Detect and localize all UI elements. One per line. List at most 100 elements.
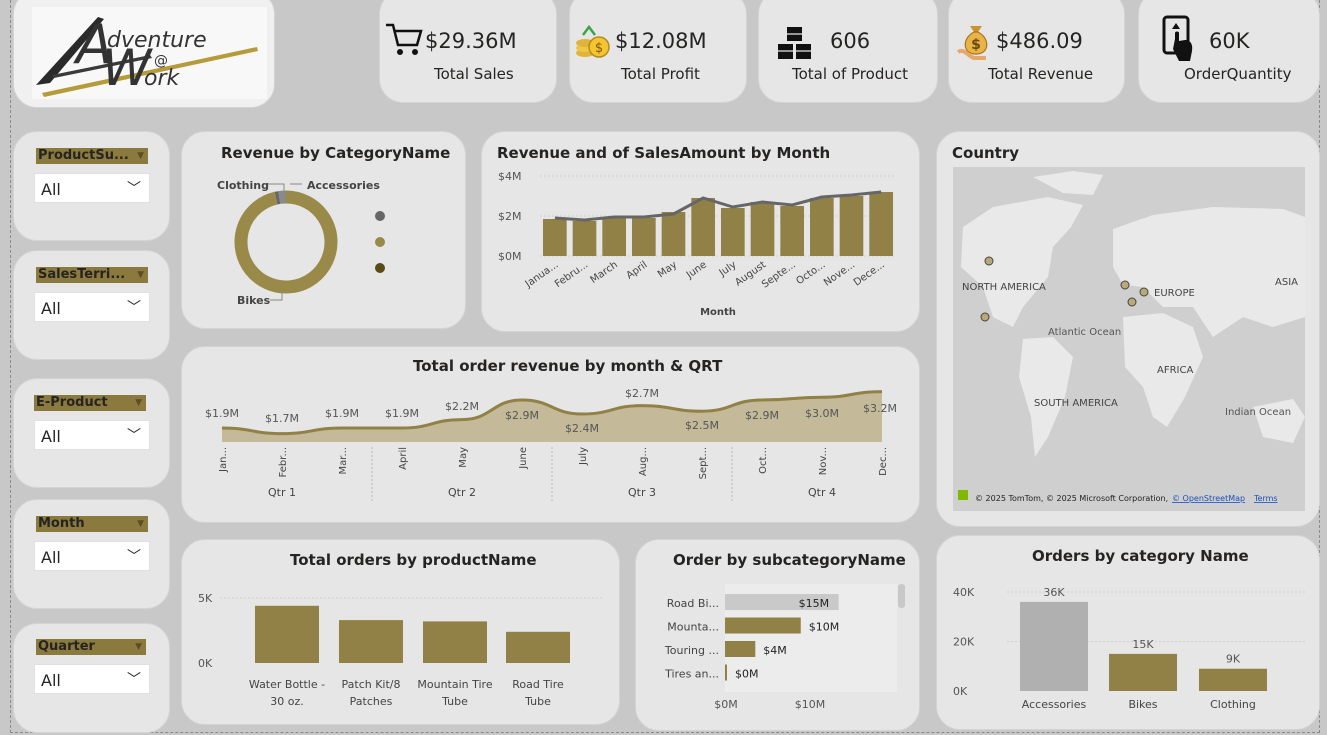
osm-link[interactable]: © OpenStreetMap — [1172, 494, 1245, 503]
x-tick: Jan... — [218, 447, 229, 473]
chevron-down-icon: ▼ — [137, 151, 144, 161]
map-label: ASIA — [1275, 277, 1298, 288]
map-point[interactable] — [984, 256, 994, 266]
chart-title: Country — [952, 144, 1020, 162]
products-chart-card: Total orders by productName 5K 0K Water Bo… — [181, 539, 620, 725]
x-tick: Mar... — [338, 447, 349, 475]
chevron-down-icon: ▼ — [137, 519, 144, 529]
kpi-label: Total of Product — [792, 65, 908, 83]
x-tick: 30 oz. — [270, 695, 304, 708]
data-label: $1.9M — [205, 407, 239, 420]
slicer-dropdown[interactable]: All ﹀ — [34, 420, 150, 450]
x-tick: Mountain Tire — [417, 678, 492, 691]
y-tick: $0M — [498, 250, 522, 263]
x-tick: Road Tire — [512, 678, 564, 691]
chevron-down-icon: ﹀ — [127, 549, 141, 565]
x-tick: May — [656, 259, 679, 280]
chart-title: Revenue and of SalesAmount by Month — [497, 144, 831, 162]
svg-text:dventure: dventure — [107, 28, 207, 53]
data-label: 36K — [1043, 586, 1065, 599]
kpi-label: Total Profit — [621, 65, 700, 83]
svg-text:W: W — [102, 39, 153, 97]
y-tick: Touring ... — [664, 644, 719, 657]
map-point[interactable] — [980, 312, 990, 322]
map-label: Atlantic Ocean — [1048, 327, 1121, 338]
slicer-value: All — [41, 671, 61, 690]
world-map[interactable]: NORTH AMERICA EUROPE ASIA Atlantic Ocean… — [953, 167, 1305, 511]
phone-tap-icon — [1162, 15, 1193, 61]
map-label: SOUTH AMERICA — [1034, 398, 1118, 409]
subcategory-bar-chart: Road Bi... $15M Mounta... $10M Touring ... $4… — [664, 584, 905, 711]
kpi-card-order-quantity: 60K OrderQuantity — [1138, 0, 1320, 103]
donut-slice — [234, 190, 338, 294]
slicer-dropdown[interactable]: All ﹀ — [34, 541, 150, 571]
map-label: EUROPE — [1154, 288, 1195, 299]
x-tick: May — [458, 447, 469, 468]
logo-card: A dventure @ W ork — [13, 0, 275, 108]
x-tick: July — [717, 259, 739, 279]
bar — [750, 202, 775, 256]
map-label: AFRICA — [1157, 365, 1193, 376]
slicer-value: All — [41, 299, 61, 318]
bar — [339, 620, 403, 663]
x-tick: Dece... — [852, 259, 887, 288]
slicer-product-subcategory[interactable]: ProductSu... ▼ All ﹀ — [13, 131, 170, 241]
money-bag-icon: $ — [956, 26, 988, 60]
map-label: Indian Ocean — [1225, 407, 1291, 418]
data-label: $15M — [799, 597, 830, 610]
category-chart-card: Orders by category Name 40K 20K 0K 36K Acces… — [936, 535, 1320, 730]
x-tick: April — [398, 447, 409, 470]
slicer-e-product[interactable]: E-Product ▼ All ﹀ — [13, 378, 170, 488]
slice-label: Bikes — [237, 294, 271, 307]
data-label: $3.0M — [805, 407, 839, 420]
terms-link[interactable]: Terms — [1253, 494, 1278, 503]
donut-slice — [274, 191, 281, 205]
map-point[interactable] — [1120, 280, 1130, 290]
svg-text:ork: ork — [144, 66, 181, 91]
x-tick: Tube — [524, 695, 551, 708]
leader-line — [270, 290, 283, 301]
x-tick: Febr... — [278, 447, 289, 477]
bar — [572, 221, 597, 256]
x-tick: April — [625, 259, 650, 281]
x-tick: March — [589, 259, 620, 285]
x-tick: July — [578, 447, 589, 466]
kpi-value: 606 — [830, 29, 871, 53]
data-label: $2.9M — [745, 409, 779, 422]
x-tick: $0M — [714, 698, 738, 711]
slicer-dropdown[interactable]: All ﹀ — [34, 664, 150, 694]
bar — [543, 219, 567, 256]
kpi-card-total-profit: $ $12.08M Total Profit — [569, 0, 747, 103]
map-point[interactable] — [1139, 287, 1149, 297]
x-tick: Bikes — [1128, 698, 1157, 711]
data-label: $2.4M — [565, 422, 599, 435]
slicer-quarter[interactable]: Quarter ▼ All ﹀ — [13, 623, 170, 733]
y-tick: $2M — [498, 210, 522, 223]
slicer-title: ProductSu... ▼ — [36, 148, 148, 164]
data-label: $0M — [735, 668, 759, 681]
slicer-month[interactable]: Month ▼ All ﹀ — [13, 499, 170, 609]
slicer-dropdown[interactable]: All ﹀ — [34, 292, 150, 322]
data-label: $1.9M — [385, 407, 419, 420]
data-label: $10M — [809, 621, 840, 634]
chart-title: Total orders by productName — [290, 551, 537, 569]
chevron-down-icon: ▼ — [135, 398, 142, 408]
kpi-label: OrderQuantity — [1184, 65, 1292, 83]
leader-line — [268, 183, 302, 192]
chart-title: Order by subcategoryName — [673, 551, 906, 569]
bar — [725, 594, 839, 610]
slicer-dropdown[interactable]: All ﹀ — [34, 173, 150, 203]
y-tick: 40K — [953, 586, 975, 599]
y-tick: 0K — [198, 657, 213, 670]
map-card: Country NORTH AMERICA EUROPE ASIA Atlant… — [936, 131, 1320, 527]
x-tick: Patches — [350, 695, 393, 708]
bar — [780, 206, 804, 256]
slicer-sales-territory[interactable]: SalesTerri... ▼ All ﹀ — [13, 250, 170, 360]
y-tick: Tires an... — [664, 668, 719, 681]
map-point[interactable] — [1127, 297, 1137, 307]
legend-dot — [375, 211, 385, 221]
legend-dot — [375, 237, 385, 247]
chevron-down-icon: ▼ — [137, 270, 144, 280]
y-tick: 20K — [953, 636, 975, 649]
slicer-title: E-Product ▼ — [34, 395, 146, 411]
